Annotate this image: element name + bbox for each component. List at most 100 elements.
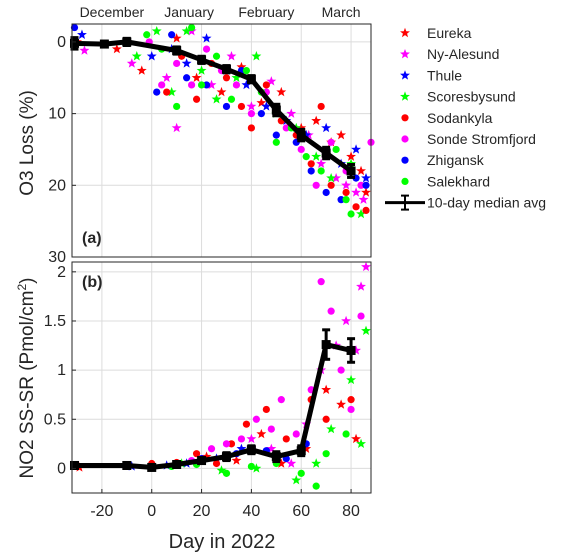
- legend-marker-star: [400, 27, 410, 38]
- data-point-sodankyla: [222, 74, 231, 82]
- data-point-zhigansk: [202, 81, 211, 89]
- data-point-salekhard: [332, 145, 340, 154]
- legend-marker-circle: [401, 156, 409, 164]
- x-axis-label: Day in 2022: [169, 531, 276, 553]
- data-point-salekhard: [342, 196, 350, 204]
- data-point-sonde-stromfjord: [337, 366, 345, 374]
- data-point-eureka: [236, 61, 247, 72]
- data-point-salekhard: [212, 52, 221, 60]
- data-point-zhigansk: [322, 188, 330, 197]
- median-point: [147, 462, 157, 472]
- data-point-eureka: [231, 455, 242, 465]
- panel-b-frame: [71, 261, 372, 494]
- legend-item: Thule: [400, 67, 462, 83]
- data-point-sodankyla: [237, 102, 246, 111]
- data-point-sodankyla: [212, 459, 221, 468]
- data-point-eureka: [276, 86, 287, 97]
- data-point-thule: [236, 443, 247, 453]
- data-point-ny-alesund: [79, 45, 90, 55]
- y-tick-label: 20: [48, 177, 66, 194]
- x-tick-label: -20: [90, 503, 113, 520]
- legend-item: Scoresbysund: [400, 89, 516, 105]
- panel-b-ylabel-close: ): [17, 278, 38, 284]
- median-point: [271, 452, 281, 462]
- data-point-ny-alesund: [246, 433, 257, 444]
- data-point-thule: [241, 79, 252, 90]
- data-point-scoresbysund: [291, 475, 302, 485]
- data-point-ny-alesund: [356, 281, 366, 291]
- data-point-scoresbysund: [311, 458, 322, 468]
- data-point-sodankyla: [347, 396, 355, 404]
- x-tick-label: 80: [342, 503, 360, 520]
- data-point-scoresbysund: [151, 25, 162, 36]
- data-point-sonde-stromfjord: [312, 181, 320, 189]
- panel-b-median: [69, 328, 356, 472]
- data-point-ny-alesund: [246, 101, 257, 111]
- panel-a-ylabel: O3 Loss (%): [17, 90, 38, 196]
- data-point-sodankyla: [322, 415, 330, 423]
- median-point: [346, 345, 356, 355]
- data-point-eureka: [201, 451, 212, 461]
- data-point-salekhard: [322, 450, 330, 458]
- data-point-eureka: [171, 33, 182, 43]
- data-point-sodankyla: [192, 450, 201, 458]
- data-point-scoresbysund: [326, 172, 337, 183]
- panel-a-median: [69, 36, 356, 179]
- data-point-thule: [146, 51, 157, 61]
- y-tick-label: 0.5: [44, 411, 66, 428]
- median-point: [271, 105, 281, 115]
- data-point-eureka: [321, 384, 332, 394]
- legend-label: Scoresbysund: [427, 89, 516, 105]
- data-point-ny-alesund: [266, 76, 277, 86]
- data-point-salekhard: [297, 469, 305, 477]
- data-point-scoresbysund: [231, 72, 242, 82]
- data-point-ny-alesund: [361, 261, 371, 272]
- data-point-scoresbysund: [196, 65, 207, 75]
- x-ticks: -20 0 20 40 60 80: [90, 489, 360, 520]
- legend-item: Zhigansk: [401, 152, 485, 168]
- legend-marker-circle: [401, 135, 409, 143]
- y-tick-label: 2: [57, 264, 66, 281]
- panel-a-label: (a): [82, 230, 102, 247]
- data-point-thule: [201, 33, 212, 43]
- legend-label: Sodankyla: [427, 110, 493, 126]
- data-point-ny-alesund: [126, 58, 137, 68]
- legend-label: Eureka: [427, 25, 472, 41]
- median-point: [246, 74, 256, 84]
- data-point-eureka: [256, 97, 267, 108]
- data-point-sonde-stromfjord: [232, 81, 241, 89]
- data-point-sonde-stromfjord: [237, 435, 246, 443]
- panel-a-background: [72, 24, 371, 257]
- data-point-sonde-stromfjord: [347, 405, 355, 414]
- data-point-salekhard: [342, 430, 350, 438]
- month-label: February: [238, 4, 294, 20]
- panel-b: 0 0.5 1 1.5 2 -20 0 20 40 60 80 (b) NO2 SS-SR (Pm…: [15, 261, 372, 553]
- data-point-ny-alesund: [331, 172, 342, 183]
- legend-marker-circle: [401, 177, 409, 185]
- data-point-ny-alesund: [351, 345, 361, 355]
- median-point: [197, 456, 207, 466]
- data-point-zhigansk: [307, 167, 315, 175]
- data-point-scoresbysund: [251, 463, 262, 473]
- panel-a-frame: [71, 23, 372, 258]
- data-point-scoresbysund: [326, 423, 337, 434]
- data-point-sodankyla: [262, 405, 270, 414]
- data-point-salekhard: [188, 23, 196, 32]
- data-point-sonde-stromfjord: [277, 396, 285, 404]
- data-point-salekhard: [302, 153, 310, 161]
- panel-a-yticks: 0 10 20 30: [48, 34, 76, 266]
- panel-b-ylabel: NO2 SS-SR (Pmol/cm2): [15, 278, 38, 479]
- median-point: [321, 148, 331, 158]
- x-tick-label: 60: [292, 503, 310, 520]
- data-point-scoresbysund: [166, 86, 177, 97]
- median-point: [197, 55, 207, 65]
- data-point-zhigansk: [337, 196, 345, 204]
- data-point-sonde-stromfjord: [158, 81, 166, 89]
- data-point-sodankyla: [342, 188, 350, 197]
- data-point-ny-alesund: [358, 194, 369, 204]
- data-point-thule: [351, 144, 361, 154]
- legend-label: Thule: [427, 67, 462, 83]
- data-point-sodankyla: [227, 440, 236, 448]
- x-tick-label: 40: [243, 503, 261, 520]
- data-point-eureka: [256, 428, 267, 439]
